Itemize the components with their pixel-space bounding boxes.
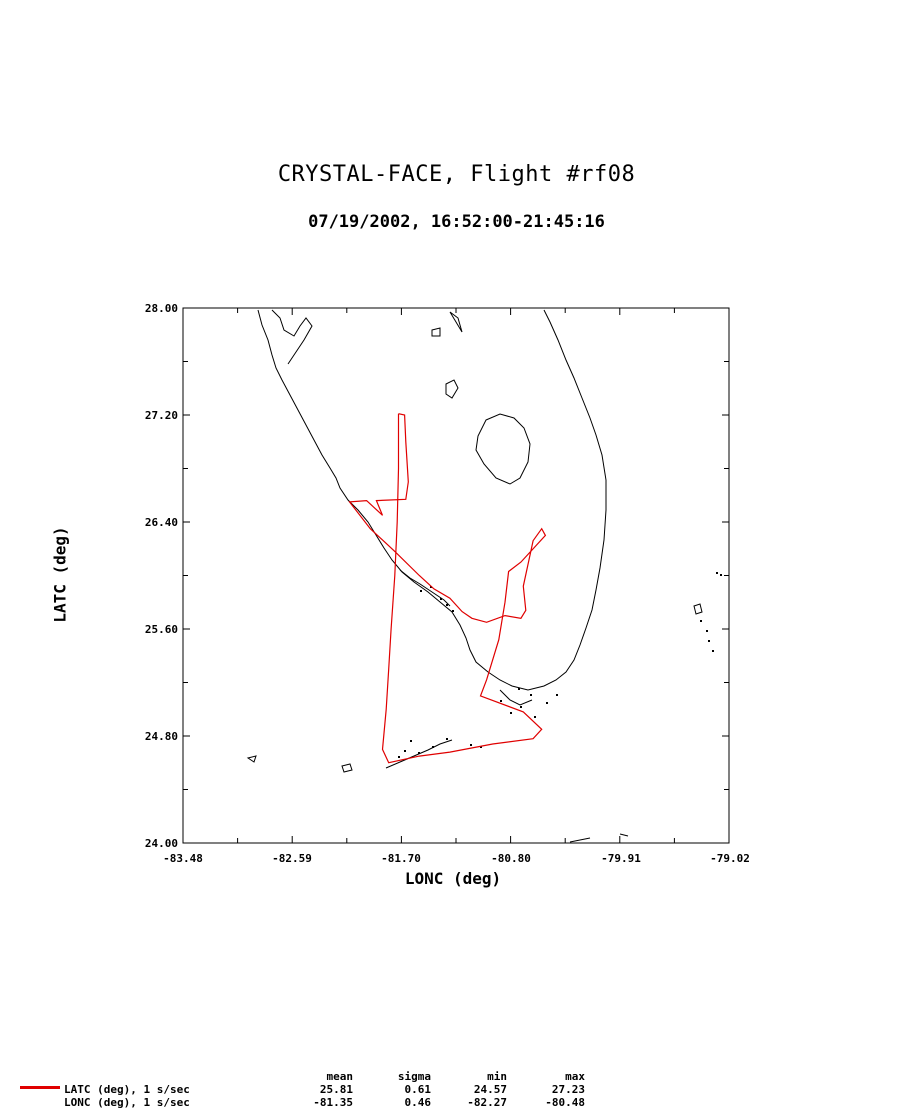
map-speck bbox=[708, 640, 710, 642]
x-tick-label: -80.80 bbox=[491, 852, 531, 865]
legend-line-swatch bbox=[20, 1086, 60, 1089]
y-tick-label: 25.60 bbox=[144, 623, 178, 636]
stats-cell: 0.61 bbox=[404, 1083, 432, 1096]
coastline-path bbox=[693, 603, 703, 615]
stats-cell: 27.23 bbox=[551, 1083, 585, 1096]
map-speck bbox=[518, 688, 520, 690]
coastline-path bbox=[399, 569, 451, 607]
y-axis-label: LATC (deg) bbox=[50, 526, 70, 623]
stats-header-max: max bbox=[565, 1070, 585, 1083]
stats-cell: -80.48 bbox=[545, 1096, 585, 1109]
x-tick-label: -81.70 bbox=[381, 852, 421, 865]
stats-header-sigma: sigma bbox=[397, 1070, 431, 1083]
coastline-path bbox=[569, 837, 591, 843]
stats-cell: 24.57 bbox=[473, 1083, 507, 1096]
map-speck bbox=[432, 746, 434, 748]
y-tick-label: 26.40 bbox=[144, 516, 178, 529]
stats-cell: -82.27 bbox=[467, 1096, 507, 1109]
map-speck bbox=[712, 650, 714, 652]
coastline-path bbox=[475, 413, 531, 485]
coastline-path bbox=[499, 689, 533, 706]
map-speck bbox=[418, 752, 420, 754]
coastline-path bbox=[619, 833, 629, 837]
map-speck bbox=[716, 572, 718, 574]
plot-frame bbox=[182, 307, 730, 844]
flight-track-line bbox=[348, 413, 547, 764]
coastline-path bbox=[341, 763, 353, 773]
map-speck bbox=[500, 700, 502, 702]
coastline-path bbox=[445, 379, 459, 399]
stats-cell: 25.81 bbox=[319, 1083, 353, 1096]
map-speck bbox=[440, 598, 442, 600]
map-speck bbox=[404, 750, 406, 752]
y-tick-label: 28.00 bbox=[144, 302, 178, 315]
map-speck bbox=[534, 716, 536, 718]
map-speck bbox=[398, 756, 400, 758]
map-speck bbox=[446, 604, 448, 606]
coastline-path bbox=[431, 327, 441, 337]
y-tick-label: 24.00 bbox=[144, 837, 178, 850]
map-speck bbox=[446, 738, 448, 740]
x-tick-label: -82.59 bbox=[272, 852, 312, 865]
map-speck bbox=[452, 610, 454, 612]
coastline-path bbox=[246, 755, 257, 763]
map-speck bbox=[430, 586, 432, 588]
map-speck bbox=[700, 620, 702, 622]
map-speck bbox=[530, 694, 532, 696]
map-speck bbox=[420, 590, 422, 592]
x-axis-label: LONC (deg) bbox=[404, 869, 502, 888]
y-tick-label: 24.80 bbox=[144, 730, 178, 743]
stats-row-label: LONC (deg), 1 s/sec bbox=[64, 1096, 190, 1109]
stats-cell: -81.35 bbox=[313, 1096, 353, 1109]
map-speck bbox=[480, 746, 482, 748]
legend-label: LATC (deg), 1 s/sec bbox=[64, 1083, 190, 1096]
map-speck bbox=[520, 706, 522, 708]
stats-header-min: min bbox=[487, 1070, 507, 1083]
map-speck bbox=[720, 574, 722, 576]
map-speck bbox=[546, 702, 548, 704]
coastline-path bbox=[271, 309, 313, 365]
x-tick-label: -79.02 bbox=[710, 852, 750, 865]
map-speck bbox=[510, 712, 512, 714]
coastline-path bbox=[257, 309, 607, 691]
map-speck bbox=[706, 630, 708, 632]
chart-title: CRYSTAL-FACE, Flight #rf08 bbox=[277, 162, 636, 187]
chart-subtitle: 07/19/2002, 16:52:00-21:45:16 bbox=[308, 212, 605, 232]
x-tick-label: -79.91 bbox=[601, 852, 641, 865]
map-speck bbox=[410, 740, 412, 742]
stats-header-mean: mean bbox=[326, 1070, 354, 1083]
map-speck bbox=[556, 694, 558, 696]
map-speck bbox=[470, 744, 472, 746]
coastline-path bbox=[385, 739, 453, 769]
coastline-path bbox=[449, 311, 463, 333]
y-tick-label: 27.20 bbox=[144, 409, 178, 422]
stats-cell: 0.46 bbox=[404, 1096, 432, 1109]
x-tick-label: -83.48 bbox=[163, 852, 203, 865]
